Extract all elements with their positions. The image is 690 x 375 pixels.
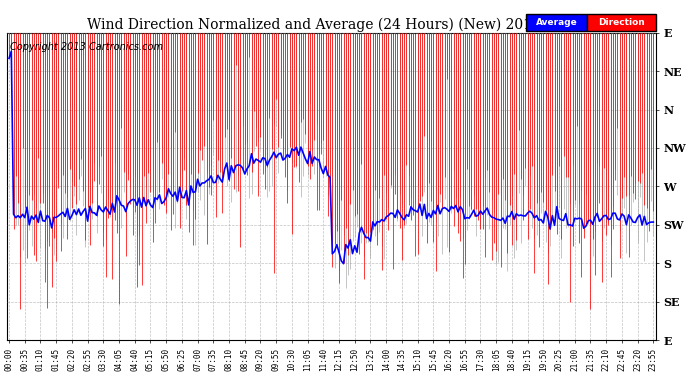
FancyBboxPatch shape	[587, 14, 655, 31]
Text: Average: Average	[535, 18, 578, 27]
Text: Copyright 2013 Cartronics.com: Copyright 2013 Cartronics.com	[10, 42, 163, 52]
FancyBboxPatch shape	[526, 14, 587, 31]
Title: Wind Direction Normalized and Average (24 Hours) (New) 20130826: Wind Direction Normalized and Average (2…	[87, 17, 575, 32]
Text: Direction: Direction	[598, 18, 645, 27]
